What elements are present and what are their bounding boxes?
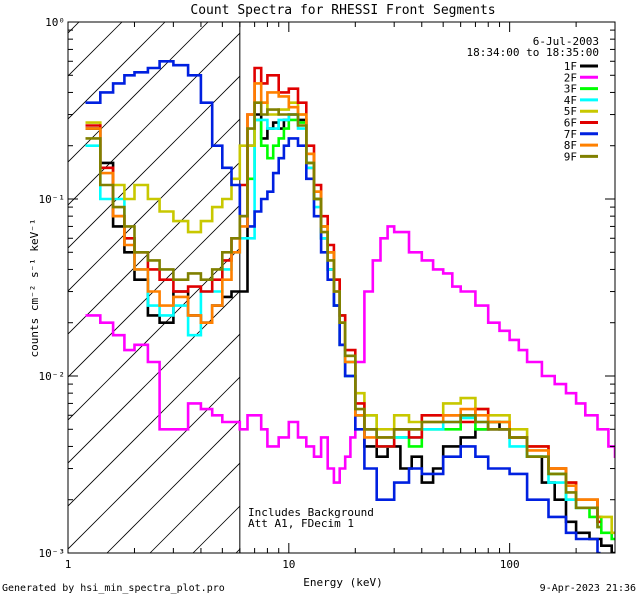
legend-label-2F: 2F (564, 71, 577, 84)
x-axis-label: Energy (keV) (303, 576, 382, 589)
info-time-range: 18:34:00 to 18:35:00 (467, 46, 599, 59)
series-5F-line (85, 101, 615, 535)
y-tick-label: 10⁰ (45, 16, 65, 29)
series-8F-line (85, 82, 601, 519)
annotation-attenuator: Att A1, FDecim 1 (248, 517, 354, 530)
hatch-line (68, 75, 240, 249)
hatch-line (68, 22, 123, 77)
legend-label-3F: 3F (564, 83, 577, 96)
legend-label-4F: 4F (564, 94, 577, 107)
series-3F-line (247, 118, 615, 541)
hatch-line (68, 32, 240, 206)
y-axis-label: counts cm⁻² s⁻¹ keV⁻¹ (28, 218, 41, 357)
x-tick-label: 10 (282, 558, 295, 571)
series-7F-line (85, 60, 601, 553)
y-tick-label: 10⁻³ (39, 547, 66, 560)
legend-label-1F: 1F (564, 60, 577, 73)
series-6F-line (85, 66, 601, 524)
hatch-line (68, 247, 240, 421)
legend-label-6F: 6F (564, 117, 577, 130)
plot-frame (67, 21, 616, 554)
y-tick-label: 10⁻² (39, 370, 66, 383)
hatch-line (68, 204, 240, 378)
hatch-line (68, 22, 209, 163)
series-1F-line (85, 113, 615, 553)
series-4F-line (85, 113, 601, 529)
series-9F-line (85, 101, 601, 529)
info-date: 6-Jul-2003 (533, 35, 599, 48)
chart-title: Count Spectra for RHESSI Front Segments (190, 3, 495, 18)
annotation-background: Includes Background (248, 506, 374, 519)
axis-ticks (67, 21, 616, 554)
legend-label-9F: 9F (564, 150, 577, 163)
hatch-line (149, 462, 240, 553)
hatch-line (68, 22, 166, 120)
legend-label-7F: 7F (564, 128, 577, 141)
hatch-line (68, 118, 240, 292)
legend-label-8F: 8F (564, 139, 577, 152)
series-layer (85, 60, 615, 553)
y-tick-label: 10⁻¹ (39, 193, 66, 206)
hatch-line (68, 376, 240, 550)
hatch-line (106, 419, 240, 553)
footer-timestamp: 9-Apr-2023 21:36 (539, 583, 636, 594)
legend-label-5F: 5F (564, 105, 577, 118)
x-tick-label: 100 (500, 558, 520, 571)
x-tick-label: 1 (65, 558, 72, 571)
hatch-line (68, 161, 240, 335)
axis-tick-labels: 1 10 100 10⁰ 10⁻¹ 10⁻² 10⁻³ (39, 16, 520, 571)
series-2F-line (85, 225, 615, 484)
footer-generated-by: Generated by hsi_min_spectra_plot.pro (2, 583, 225, 594)
hatch-line (68, 333, 240, 507)
